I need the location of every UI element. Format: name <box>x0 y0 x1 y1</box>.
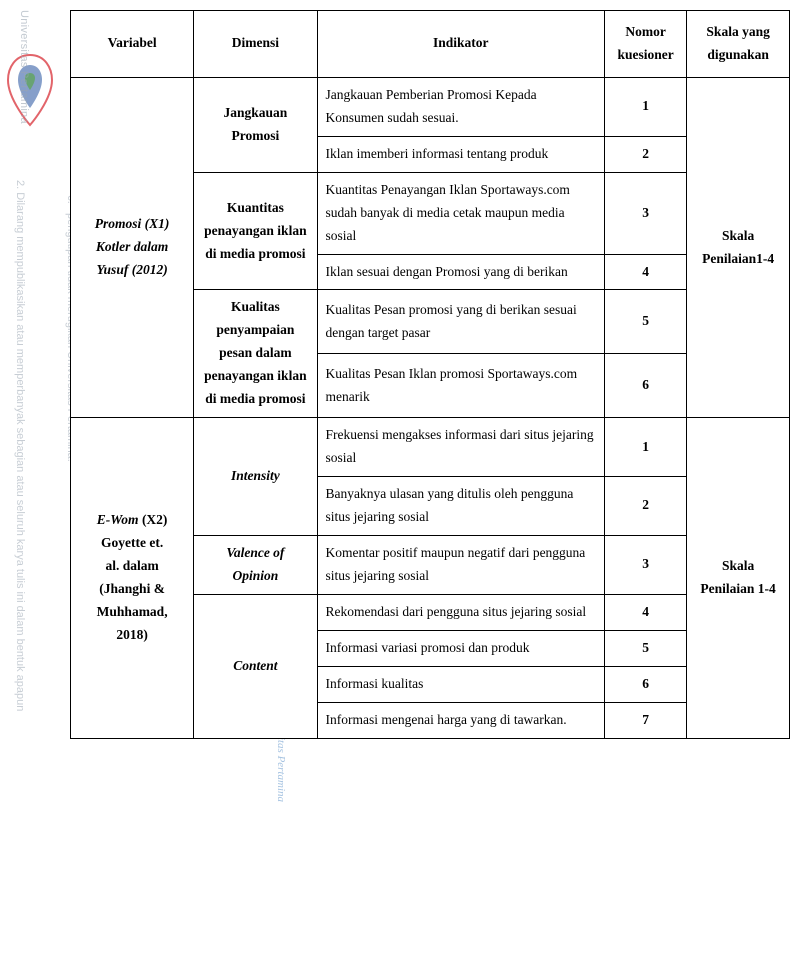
cell-indikator: Informasi mengenai harga yang di tawarka… <box>317 702 605 738</box>
cell-nomor: 3 <box>605 172 687 254</box>
cell-dimensi-jangkauan: Jangkauan Promosi <box>194 77 317 172</box>
cell-indikator: Jangkauan Pemberian Promosi Kepada Konsu… <box>317 77 605 136</box>
var-line: E-Wom <box>97 512 139 527</box>
cell-variabel-promosi: Promosi (X1) Kotler dalam Yusuf (2012) <box>71 77 194 417</box>
var-line: (X2) <box>139 512 168 527</box>
cell-nomor: 3 <box>605 535 687 594</box>
var-line: Promosi (X1) <box>95 216 170 231</box>
var-line: (Jhanghi & <box>99 581 165 596</box>
cell-nomor: 5 <box>605 290 687 354</box>
cell-skala-promosi: Skala Penilaian1-4 <box>687 77 790 417</box>
cell-dimensi-kuantitas: Kuantitas penayangan iklan di media prom… <box>194 172 317 290</box>
var-line: Goyette et. <box>101 535 163 550</box>
var-line: al. dalam <box>105 558 158 573</box>
watermark-rule2: 2. Dilarang mempublikasikan atau memperb… <box>14 180 26 711</box>
cell-nomor: 4 <box>605 254 687 290</box>
cell-indikator: Rekomendasi dari pengguna situs jejaring… <box>317 594 605 630</box>
cell-indikator: Kualitas Pesan promosi yang di berikan s… <box>317 290 605 354</box>
cell-skala-ewom: Skala Penilaian 1-4 <box>687 418 790 738</box>
cell-dimensi-valence: Valence of Opinion <box>194 535 317 594</box>
header-skala: Skala yang digunakan <box>687 11 790 78</box>
cell-dimensi-kualitas: Kualitas penyampaian pesan dalam penayan… <box>194 290 317 418</box>
cell-indikator: Informasi variasi promosi dan produk <box>317 630 605 666</box>
table-header-row: Variabel Dimensi Indikator Nomor kuesion… <box>71 11 790 78</box>
cell-indikator: Informasi kualitas <box>317 666 605 702</box>
var-line: Yusuf (2012) <box>97 262 168 277</box>
operationalization-table-wrap: Variabel Dimensi Indikator Nomor kuesion… <box>70 10 790 739</box>
cell-indikator: Kuantitas Penayangan Iklan Sportaways.co… <box>317 172 605 254</box>
cell-nomor: 6 <box>605 354 687 418</box>
university-logo <box>0 50 60 130</box>
cell-nomor: 2 <box>605 477 687 536</box>
var-line: 2018) <box>116 627 148 642</box>
operationalization-table: Variabel Dimensi Indikator Nomor kuesion… <box>70 10 790 739</box>
table-row: E-Wom (X2) Goyette et. al. dalam (Jhangh… <box>71 418 790 477</box>
header-variabel: Variabel <box>71 11 194 78</box>
cell-indikator: Frekuensi mengakses informasi dari situs… <box>317 418 605 477</box>
var-line: Kotler dalam <box>96 239 168 254</box>
var-line: Muhhamad, <box>97 604 168 619</box>
cell-indikator: Kualitas Pesan Iklan promosi Sportaways.… <box>317 354 605 418</box>
cell-nomor: 2 <box>605 136 687 172</box>
cell-nomor: 1 <box>605 77 687 136</box>
cell-variabel-ewom: E-Wom (X2) Goyette et. al. dalam (Jhangh… <box>71 418 194 738</box>
cell-nomor: 4 <box>605 594 687 630</box>
header-indikator: Indikator <box>317 11 605 78</box>
cell-indikator: Iklan imemberi informasi tentang produk <box>317 136 605 172</box>
table-row: Promosi (X1) Kotler dalam Yusuf (2012) J… <box>71 77 790 136</box>
cell-nomor: 6 <box>605 666 687 702</box>
header-nomor: Nomor kuesioner <box>605 11 687 78</box>
cell-nomor: 1 <box>605 418 687 477</box>
cell-indikator: Komentar positif maupun negatif dari pen… <box>317 535 605 594</box>
cell-nomor: 7 <box>605 702 687 738</box>
header-dimensi: Dimensi <box>194 11 317 78</box>
cell-indikator: Banyaknya ulasan yang ditulis oleh pengg… <box>317 477 605 536</box>
cell-indikator: Iklan sesuai dengan Promosi yang di beri… <box>317 254 605 290</box>
watermark-university: Universitas Pertamina <box>18 10 30 124</box>
cell-dimensi-intensity: Intensity <box>194 418 317 536</box>
cell-nomor: 5 <box>605 630 687 666</box>
cell-dimensi-content: Content <box>194 594 317 738</box>
